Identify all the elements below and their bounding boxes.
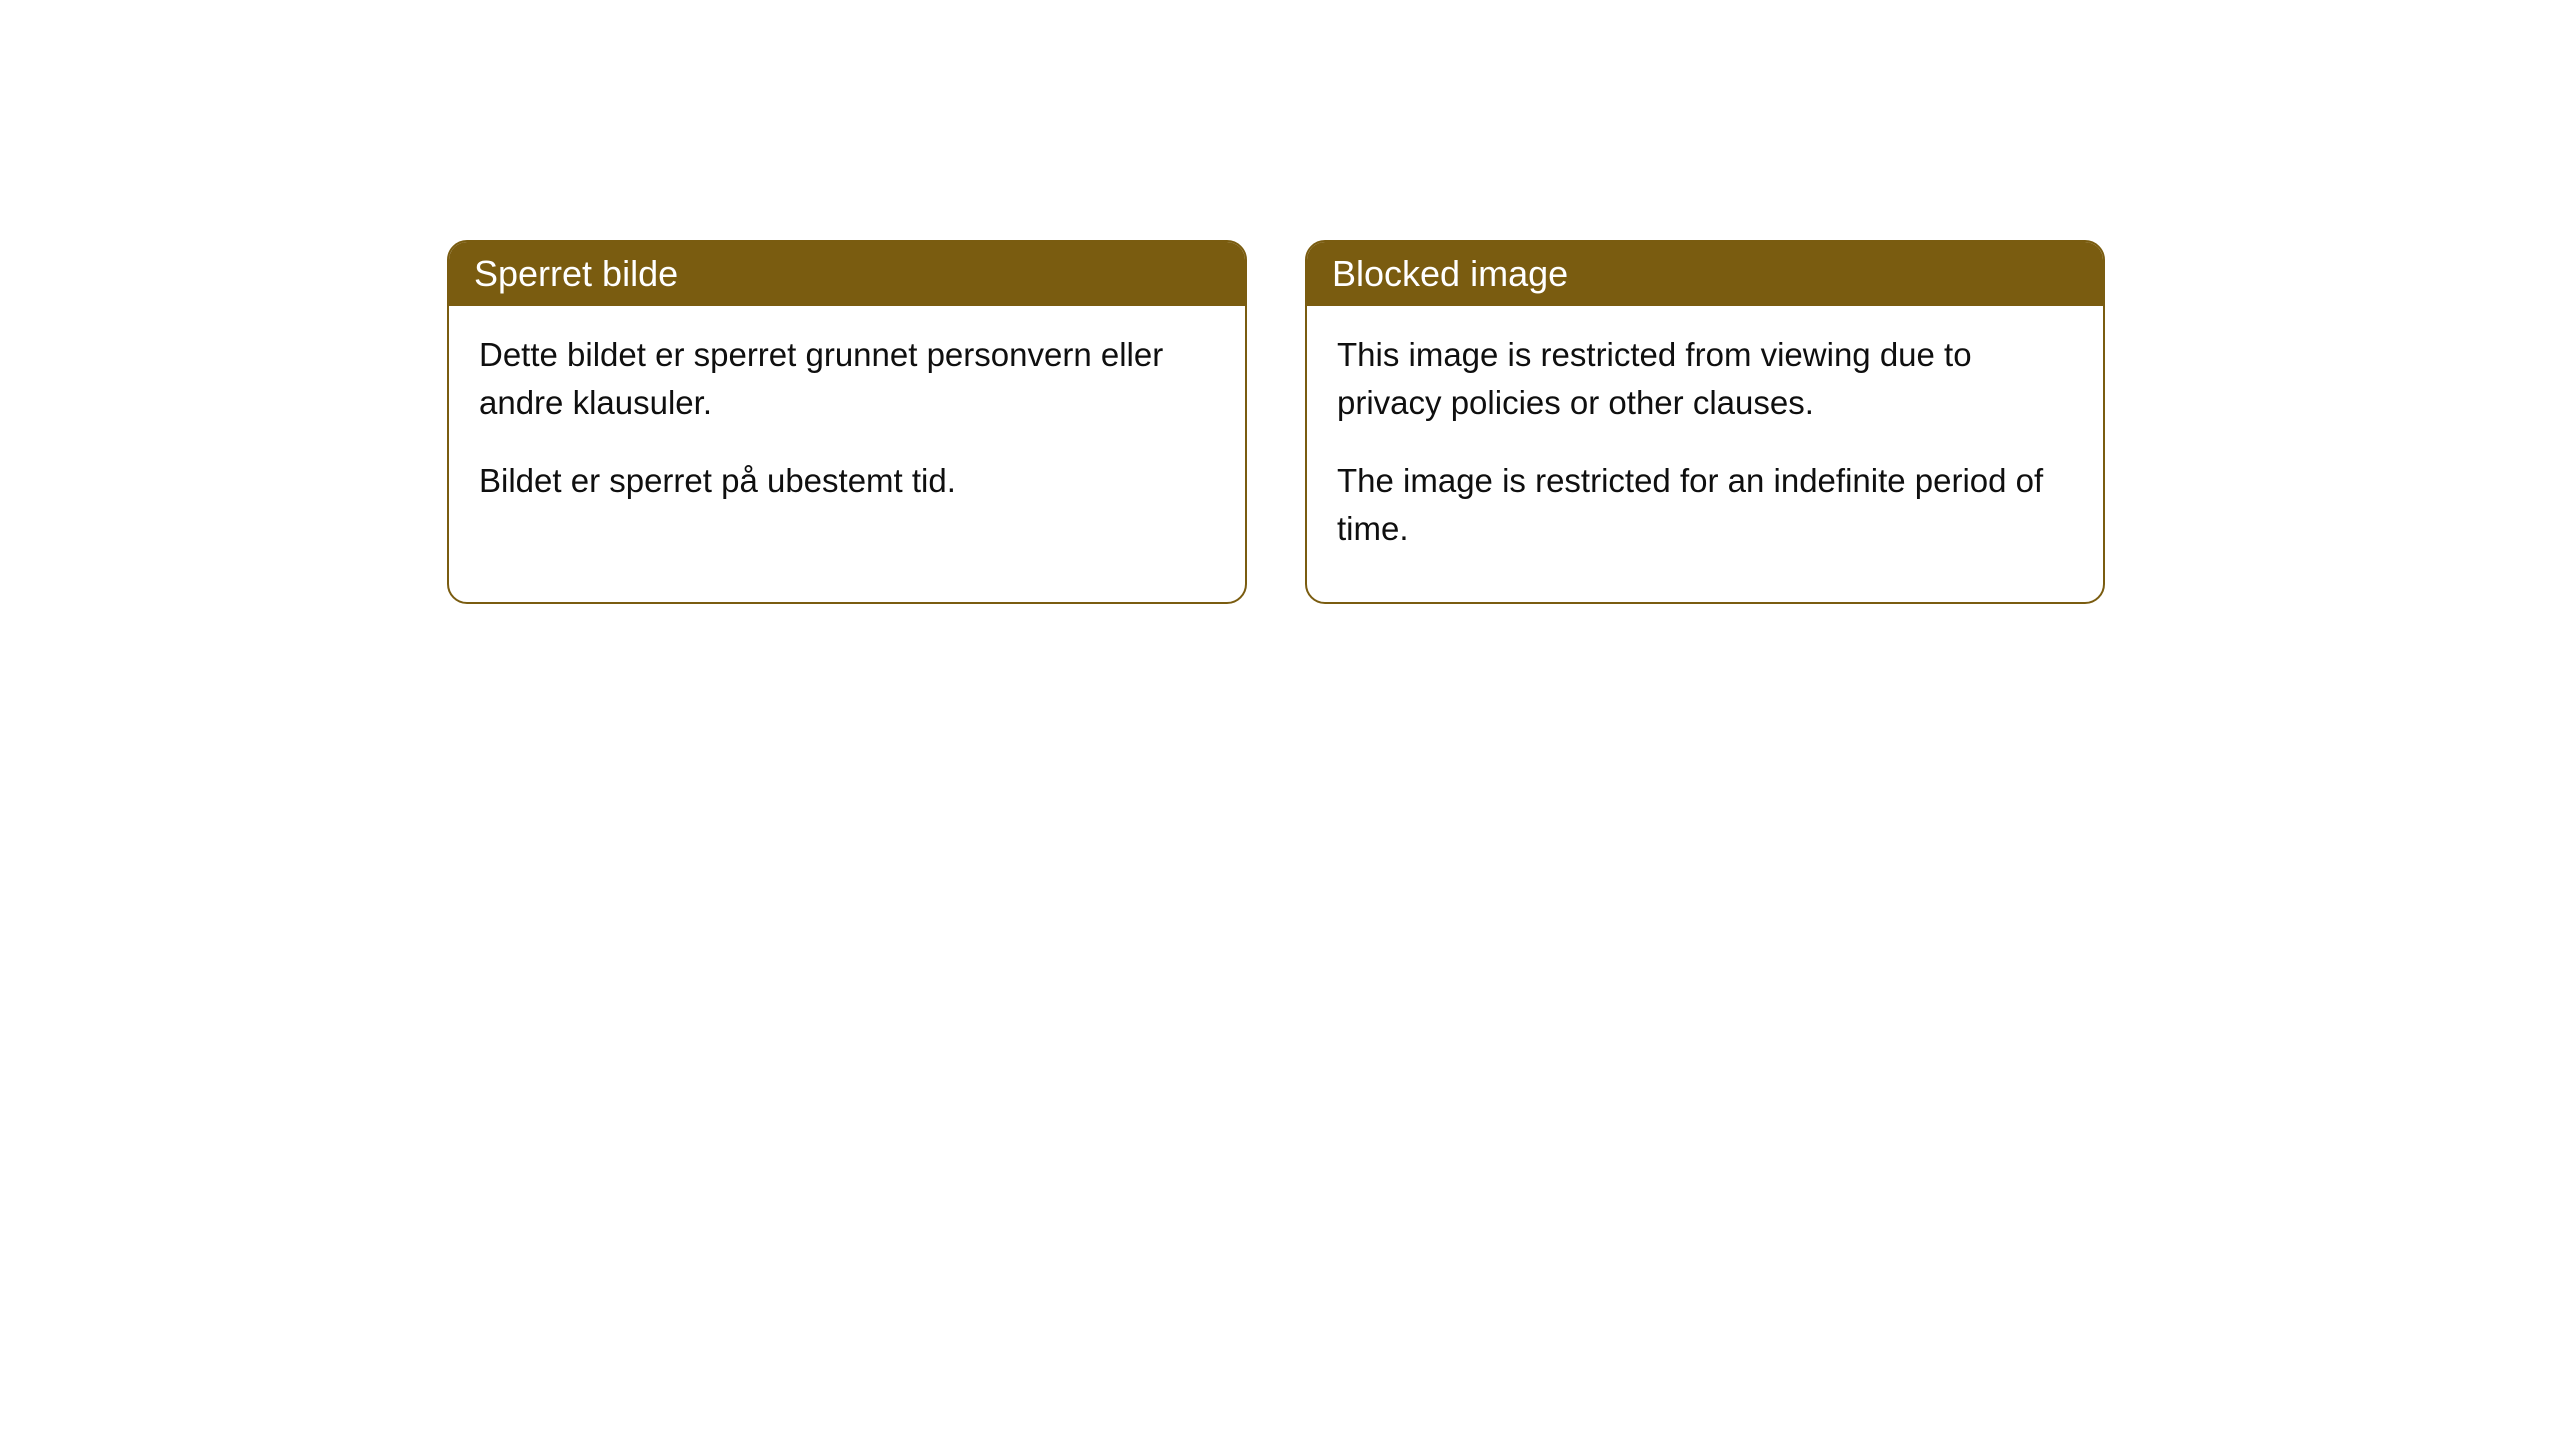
card-header: Sperret bilde [449,242,1245,306]
card-title: Blocked image [1332,253,1568,294]
notice-cards-container: Sperret bilde Dette bildet er sperret gr… [447,240,2560,604]
card-header: Blocked image [1307,242,2103,306]
card-body: Dette bildet er sperret grunnet personve… [449,306,1245,555]
card-body: This image is restricted from viewing du… [1307,306,2103,602]
blocked-image-card-norwegian: Sperret bilde Dette bildet er sperret gr… [447,240,1247,604]
card-paragraph-2: The image is restricted for an indefinit… [1337,457,2073,553]
card-paragraph-2: Bildet er sperret på ubestemt tid. [479,457,1215,505]
card-title: Sperret bilde [474,253,678,294]
card-paragraph-1: Dette bildet er sperret grunnet personve… [479,331,1215,427]
blocked-image-card-english: Blocked image This image is restricted f… [1305,240,2105,604]
card-paragraph-1: This image is restricted from viewing du… [1337,331,2073,427]
